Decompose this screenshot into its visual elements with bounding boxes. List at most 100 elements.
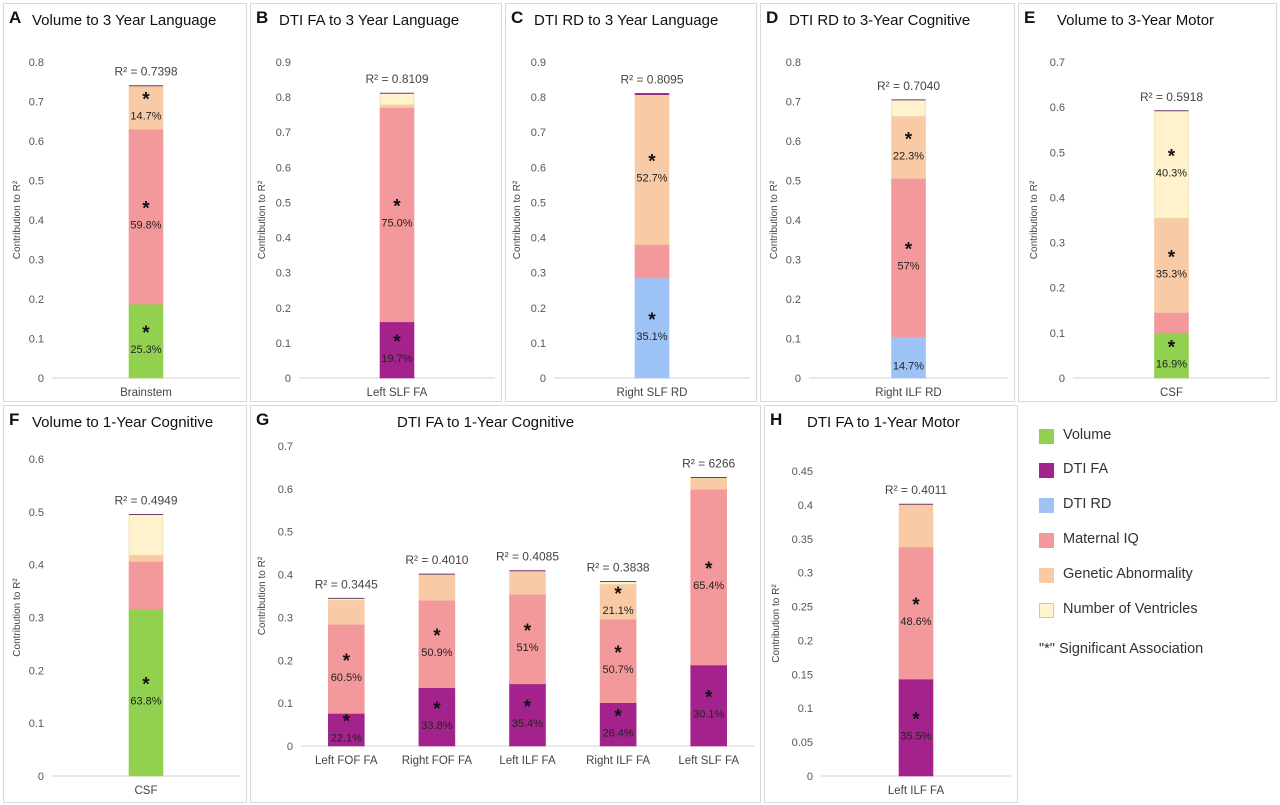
data-label: 63.8% [130, 696, 161, 708]
chart-title: DTI FA to 1-Year Motor [807, 414, 960, 431]
chart-plot: 0 0.1 0.2 0.3 0.4 0.5 0.6 0.7 0.8 0.9 Contribution… [512, 57, 750, 399]
bar-segment [128, 303, 164, 379]
bar-segment [328, 599, 365, 625]
y-tick-label: 0.7 [276, 127, 291, 139]
bar-segment [1154, 110, 1189, 219]
significance-star: * [1168, 337, 1176, 358]
chart-title: DTI FA to 1-Year Cognitive [397, 414, 575, 431]
bar-segment [898, 503, 934, 548]
significance-star: * [142, 675, 150, 696]
y-tick-label: 0.6 [531, 162, 546, 174]
r2-label: R² = 0.4010 [405, 553, 468, 567]
legend-label: Maternal IQ [1063, 531, 1139, 547]
bar-segment [891, 178, 926, 338]
significance-star: * [614, 643, 622, 664]
significance-star: * [433, 626, 441, 647]
x-tick-label: CSF [1160, 387, 1183, 399]
y-tick-label: 0 [807, 771, 813, 783]
chart-panel-c: C DTI RD to 3 Year Language 0 0.1 0.2 0.3 0.… [505, 3, 757, 402]
y-tick-label: 0.4 [798, 500, 813, 512]
y-axis-label: Contribution to R² [12, 578, 23, 657]
bar-segment [379, 92, 415, 106]
legend-label: DTI FA [1063, 461, 1109, 477]
y-tick-label: 0.3 [1050, 238, 1065, 250]
x-tick-label: Left SLF FA [367, 387, 428, 399]
bar-segment [690, 477, 728, 490]
significance-star: * [614, 706, 622, 727]
y-tick-label: 0.45 [792, 466, 813, 478]
chart-plot: 0 0.1 0.2 0.3 0.4 0.5 0.6 0.7 0.8 Contribution to… [769, 57, 1008, 399]
significance-star: * [524, 697, 532, 718]
y-tick-label: 0 [38, 771, 44, 783]
bar-segment [418, 687, 456, 747]
chart-title: DTI RD to 3-Year Cognitive [789, 12, 971, 29]
panel-letter: D [766, 8, 779, 27]
y-tick-label: 0.3 [29, 255, 44, 267]
bar-segment [128, 561, 164, 610]
y-tick-label: 0 [795, 373, 801, 385]
legend-swatch [1039, 429, 1054, 444]
y-tick-label: 0.4 [276, 233, 291, 245]
significance-star: * [142, 323, 150, 344]
y-tick-label: 0.2 [786, 294, 801, 306]
chart-plot: 0 0.1 0.2 0.3 0.4 0.5 0.6 Contribution to R² *63… [12, 454, 240, 797]
legend: Volume DTI FA DTI RD Maternal IQ Genetic… [1021, 405, 1278, 803]
chart-panel-e: E Volume to 3-Year Motor 0 0.1 0.2 0.3 0.4 0.… [1018, 3, 1277, 402]
x-tick-label: Brainstem [120, 387, 172, 399]
y-tick-label: 0.5 [29, 176, 44, 188]
bar-segment [379, 321, 415, 379]
bar-segment [128, 85, 164, 130]
y-tick-label: 0.4 [278, 570, 293, 582]
bar-segment [1154, 332, 1189, 379]
bar-segment [891, 116, 926, 179]
data-label: 25.3% [130, 344, 161, 356]
y-tick-label: 0.1 [786, 334, 801, 346]
y-tick-label: 0.3 [531, 268, 546, 280]
data-label: 26.4% [602, 727, 633, 739]
data-label: 30.1% [693, 709, 724, 721]
legend-swatch [1039, 463, 1054, 478]
bar-segment [128, 608, 164, 777]
y-tick-label: 0.2 [531, 303, 546, 315]
y-tick-label: 0.2 [29, 294, 44, 306]
y-axis-label: Contribution to R² [257, 180, 268, 259]
y-tick-label: 0.2 [798, 635, 813, 647]
bar-segment [128, 554, 164, 562]
data-label: 48.6% [900, 616, 931, 628]
y-tick-label: 0 [287, 741, 293, 753]
significance-star: * [1168, 146, 1176, 167]
data-label: 14.7% [893, 360, 924, 372]
data-label: 22.3% [893, 151, 924, 163]
y-tick-label: 0.7 [786, 97, 801, 109]
y-axis-label: Contribution to R² [512, 180, 523, 259]
y-tick-label: 0.1 [29, 718, 44, 730]
y-axis-label: Contribution to R² [769, 180, 780, 259]
significance-star: * [142, 89, 150, 110]
y-tick-label: 0.3 [786, 255, 801, 267]
significance-star: * [705, 559, 713, 580]
bar-segment [898, 546, 934, 680]
chart-panel-a: A Volume to 3 Year Language 0 0.1 0.2 0.3 0.… [3, 3, 247, 402]
legend-label: DTI RD [1063, 496, 1112, 512]
y-tick-label: 0.9 [531, 57, 546, 69]
y-tick-label: 0 [540, 373, 546, 385]
data-label: 60.5% [331, 672, 362, 684]
significance-star: * [393, 332, 401, 353]
chart-title: Volume to 1-Year Cognitive [32, 414, 214, 431]
bar-segment [634, 244, 670, 279]
y-tick-label: 0.3 [278, 612, 293, 624]
y-tick-label: 0.4 [786, 215, 801, 227]
bar-segment [690, 488, 728, 666]
bar-segment [599, 702, 637, 747]
legend-label: "*" Significant Association [1039, 641, 1204, 657]
y-tick-label: 0.6 [1050, 102, 1065, 114]
y-tick-label: 0.1 [278, 698, 293, 710]
bar-segment [634, 277, 670, 379]
data-label: 75.0% [381, 218, 412, 230]
chart-panel-h: H DTI FA to 1-Year Motor 0 0.05 0.1 0.15 0.2… [764, 405, 1018, 803]
bar-segment [1154, 312, 1189, 334]
panel-letter: C [511, 8, 524, 27]
y-tick-label: 0.5 [278, 527, 293, 539]
significance-star: * [705, 688, 713, 709]
data-label: 14.7% [130, 110, 161, 122]
